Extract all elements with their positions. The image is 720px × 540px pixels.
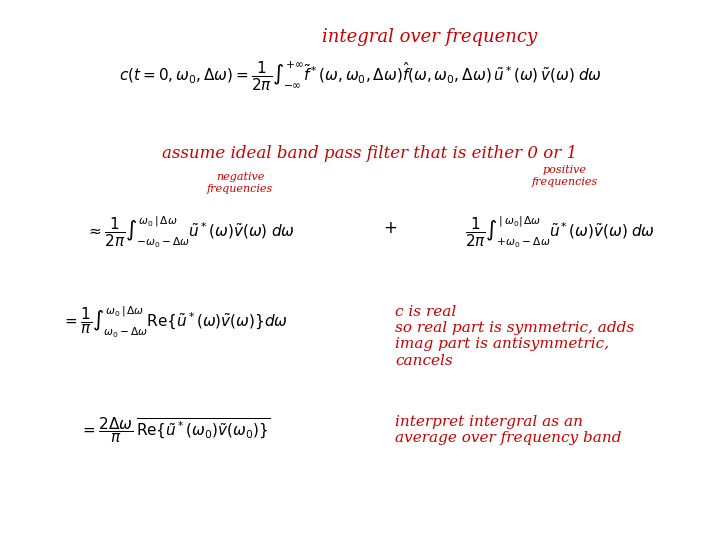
- Text: negative
frequencies: negative frequencies: [207, 172, 273, 194]
- Text: positive
frequencies: positive frequencies: [532, 165, 598, 187]
- Text: integral over frequency: integral over frequency: [323, 28, 538, 46]
- Text: $= \dfrac{1}{\pi}\int_{\omega_0-\Delta\omega}^{\omega_0\,|\,\Delta\omega}\mathrm: $= \dfrac{1}{\pi}\int_{\omega_0-\Delta\o…: [62, 305, 288, 340]
- Text: assume ideal band pass filter that is either 0 or 1: assume ideal band pass filter that is ei…: [163, 145, 577, 162]
- Text: $+$: $+$: [383, 220, 397, 237]
- Text: interpret intergral as an
average over frequency band: interpret intergral as an average over f…: [395, 415, 621, 445]
- Text: c is real
so real part is symmetric, adds
imag part is antisymmetric,
cancels: c is real so real part is symmetric, add…: [395, 305, 634, 368]
- Text: $= \dfrac{2\Delta\omega}{\pi}\,\overline{\mathrm{Re}\left\{\tilde{u}^*(\omega_0): $= \dfrac{2\Delta\omega}{\pi}\,\overline…: [80, 415, 270, 445]
- Text: $\approx \dfrac{1}{2\pi}\int_{-\omega_0-\Delta\omega}^{\omega_0\,|\,\Delta\omega: $\approx \dfrac{1}{2\pi}\int_{-\omega_0-…: [86, 215, 294, 251]
- Text: $\dfrac{1}{2\pi}\int_{+\omega_0-\Delta\omega}^{|\,\omega_0|\,\Delta\omega}\tilde: $\dfrac{1}{2\pi}\int_{+\omega_0-\Delta\o…: [465, 215, 655, 251]
- Text: $c(t = 0, \omega_0, \Delta\omega) = \dfrac{1}{2\pi}\int_{-\infty}^{+\infty} \til: $c(t = 0, \omega_0, \Delta\omega) = \dfr…: [119, 60, 601, 93]
